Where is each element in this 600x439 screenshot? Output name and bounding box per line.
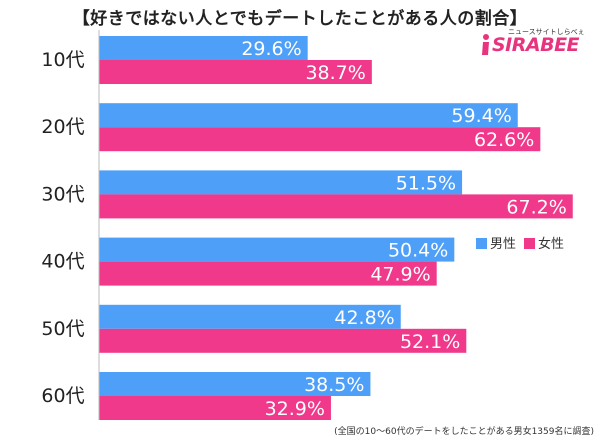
category-label: 60代 <box>41 385 84 407</box>
data-label: 51.5% <box>396 172 456 194</box>
category-label: 40代 <box>41 251 84 273</box>
bar-male <box>99 237 455 262</box>
bar-female <box>99 396 331 420</box>
bar-male <box>99 372 371 396</box>
bar-male <box>99 304 401 329</box>
data-label: 67.2% <box>506 196 566 218</box>
data-label: 42.8% <box>334 307 394 329</box>
bar-male <box>99 103 518 128</box>
legend: 男性 女性 <box>476 233 565 252</box>
category-label: 30代 <box>41 183 84 205</box>
data-label: 47.9% <box>370 264 430 286</box>
data-label: 38.7% <box>305 62 365 84</box>
data-label: 38.5% <box>304 374 364 396</box>
data-label: 29.6% <box>241 38 301 60</box>
logo-subtext: ニュースサイトしらべぇ <box>508 28 585 36</box>
legend-label-male: 男性 <box>490 237 517 252</box>
bar-female <box>99 60 372 84</box>
legend-swatch-female <box>524 238 536 249</box>
bar-female <box>99 194 573 219</box>
sirabee-logo: ニュースサイトしらべぇ SIRABEE <box>478 27 590 61</box>
data-label: 32.9% <box>265 398 325 420</box>
bar-male <box>99 170 463 195</box>
logo-text: SIRABEE <box>492 34 580 56</box>
data-label: 50.4% <box>388 240 448 262</box>
logo-mark-icon <box>482 34 489 55</box>
footnote: (全国の10～60代のデートをしたことがある男女1359名に調査) <box>334 427 594 437</box>
bar-female <box>99 328 467 353</box>
legend-label-female: 女性 <box>538 237 565 252</box>
legend-item-male: 男性 <box>476 233 516 252</box>
bar-male <box>99 36 308 60</box>
data-label: 52.1% <box>400 331 460 353</box>
data-label: 59.4% <box>451 105 511 127</box>
chart-title: 【好きではない人とでもデートしたことがある人の割合】 <box>72 9 528 29</box>
category-label: 20代 <box>41 116 84 138</box>
legend-item-female: 女性 <box>524 233 564 252</box>
bar-female <box>99 261 437 286</box>
bar-female <box>99 127 541 152</box>
category-label: 10代 <box>41 49 84 71</box>
legend-swatch-male <box>476 238 487 249</box>
category-label: 50代 <box>41 318 84 340</box>
data-label: 62.6% <box>474 129 534 151</box>
